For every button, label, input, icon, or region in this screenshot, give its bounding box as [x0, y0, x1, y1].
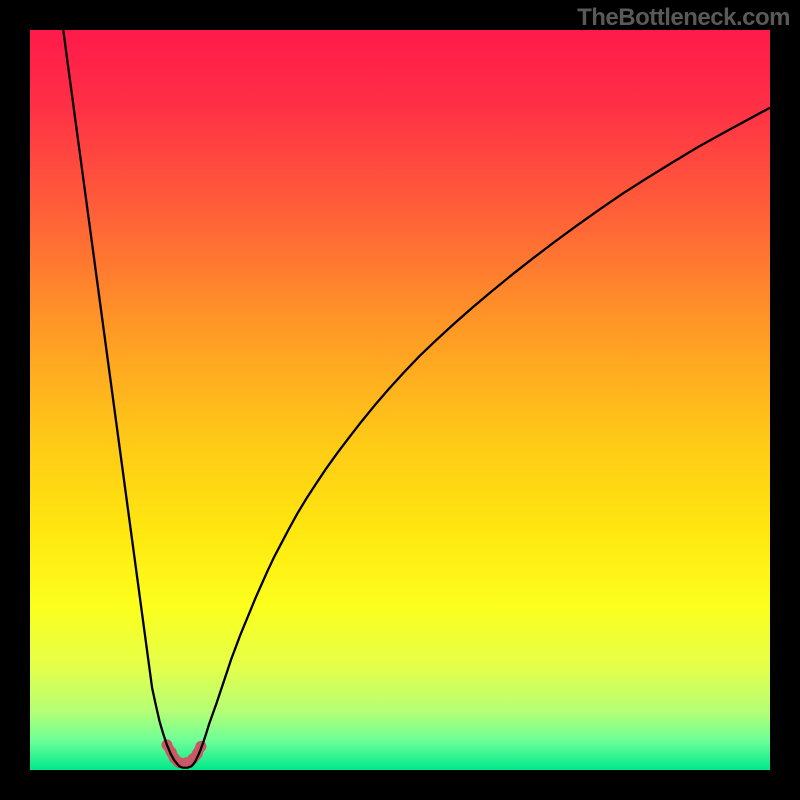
curve-layer: [30, 30, 770, 770]
plot-area: [30, 30, 770, 770]
watermark-text: TheBottleneck.com: [577, 4, 790, 32]
chart-canvas: TheBottleneck.com: [0, 0, 800, 800]
bottleneck-curve: [63, 30, 770, 768]
